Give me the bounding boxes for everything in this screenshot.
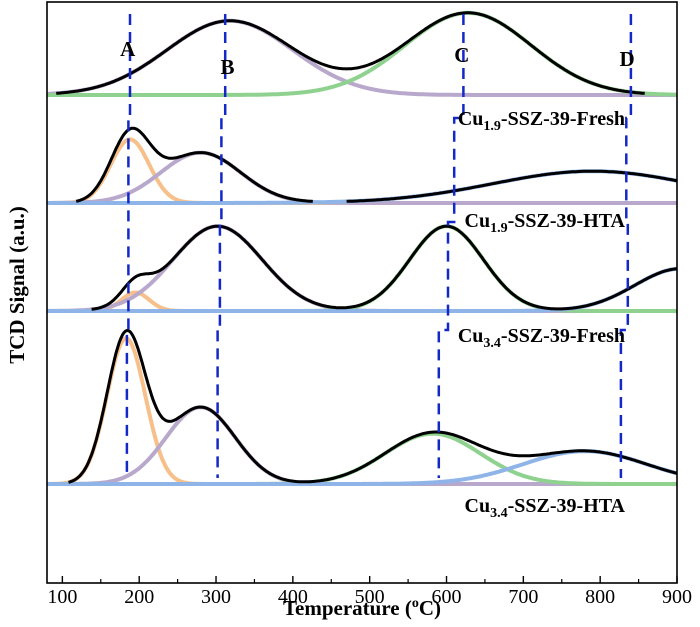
peak-label-C: C	[454, 43, 469, 67]
plot-frame	[46, 1, 678, 584]
measured-tcd-curve	[75, 126, 678, 203]
panel-2	[46, 126, 678, 205]
x-axis-ticks	[61, 576, 678, 583]
peak-C-fit-curve	[46, 10, 678, 97]
x-tick-label: 400	[278, 586, 308, 608]
peak-C-fit-curve	[46, 224, 678, 313]
x-tick-label: 800	[585, 586, 615, 608]
panel-4	[46, 329, 678, 486]
curves-layer	[46, 10, 678, 486]
x-axis-title: Temperature (oC)	[283, 596, 441, 620]
x-tick-label: 500	[355, 586, 385, 608]
guide-line-C	[437, 14, 465, 478]
sample-label: Cu1.9-SSZ-39-Fresh	[458, 108, 625, 134]
peak-label-A: A	[120, 37, 136, 61]
x-tick-label: 200	[124, 586, 154, 608]
x-tick-label: 600	[432, 586, 462, 608]
plot-border	[46, 1, 678, 584]
peak-label-D: D	[619, 47, 634, 71]
peak-B-fit-curve	[46, 405, 678, 486]
panel-1	[46, 10, 678, 97]
peak-B-fit-curve	[46, 224, 678, 313]
peak-B-fit-curve	[46, 18, 678, 97]
peak-C-fit-curve	[46, 431, 678, 486]
peak-B-fit-curve	[46, 150, 678, 205]
measured-tcd-curve	[56, 11, 645, 95]
text-layer: 100 200 300 400 500 600 700 800 900 A B C D Cu1.9-SSZ…	[47, 37, 692, 608]
sample-label: Cu1.9-SSZ-39-HTA	[465, 210, 626, 236]
sample-label: Cu3.4-SSZ-39-HTA	[465, 495, 626, 521]
x-tick-label: 300	[201, 586, 231, 608]
sample-label: Cu3.4-SSZ-39-Fresh	[458, 325, 625, 351]
y-axis-title: TCD Signal (a.u.)	[5, 206, 29, 364]
measured-tcd-curve	[91, 224, 678, 311]
panel-3	[46, 224, 678, 313]
x-tick-label: 100	[47, 586, 77, 608]
x-tick-label: 700	[508, 586, 538, 608]
measured-tcd-curve	[68, 329, 678, 484]
peak-label-B: B	[221, 55, 235, 79]
guide-lines-layer	[125, 14, 633, 478]
guide-line-B	[216, 14, 227, 478]
x-tick-label: 900	[662, 586, 692, 608]
guide-line-D	[619, 14, 633, 478]
guide-line-A	[125, 14, 132, 478]
